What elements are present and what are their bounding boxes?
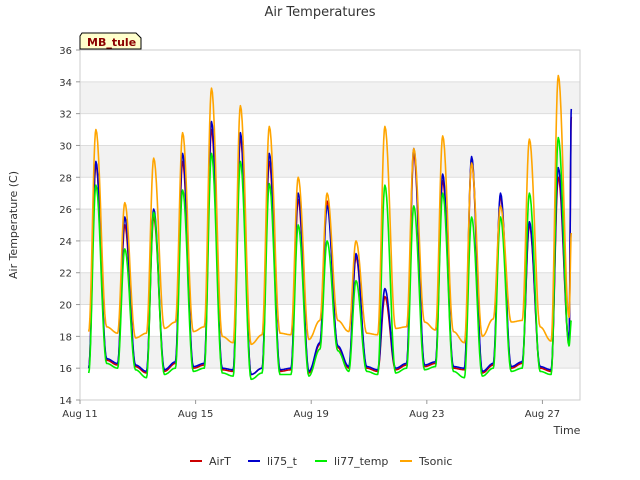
x-tick-label: Aug 11 [62, 409, 97, 420]
legend-label: Tsonic [418, 455, 452, 468]
chart-title: Air Temperatures [264, 5, 375, 20]
legend-label: AirT [209, 455, 231, 468]
site-label-background [79, 32, 142, 50]
y-tick-label: 18 [59, 332, 72, 343]
x-tick-label: Aug 15 [178, 409, 213, 420]
x-tick-label: Aug 19 [293, 409, 328, 420]
background-band [80, 336, 580, 369]
x-tick-label: Aug 23 [409, 409, 444, 420]
background-band [80, 177, 580, 210]
y-tick-label: 24 [59, 237, 72, 248]
background-band [80, 368, 580, 400]
series-line-tsonic [87, 74, 573, 346]
legend-label: li77_temp [334, 455, 388, 468]
background-band [80, 304, 580, 337]
x-axis-label: Time [553, 424, 581, 437]
plot-frame [79, 49, 581, 401]
y-tick-label: 26 [59, 205, 72, 216]
series-line-li77-temp [87, 136, 573, 381]
legend: AirT li75_t li77_temp Tsonic [190, 455, 452, 468]
series-lines [87, 74, 573, 381]
y-tick-label: 34 [59, 78, 72, 89]
y-tick-label: 36 [59, 46, 72, 57]
legend-label: li75_t [267, 455, 298, 468]
y-tick-labels: 14 16 18 20 22 24 26 28 30 32 34 36 [59, 46, 80, 407]
y-axis-label: Air Temperature (C) [7, 171, 20, 279]
background-band [80, 50, 580, 82]
y-tick-label: 20 [59, 301, 72, 312]
x-tick-labels: Aug 11 Aug 15 Aug 19 Aug 23 Aug 27 [62, 400, 560, 420]
background-band [80, 145, 580, 178]
y-tick-label: 22 [59, 269, 72, 280]
background-band [80, 81, 580, 114]
y-tick-label: 16 [59, 364, 72, 375]
site-label-box: MB_tule [79, 32, 142, 50]
site-label-text: MB_tule [87, 36, 136, 49]
y-tick-label: 14 [59, 396, 72, 407]
y-tick-label: 32 [59, 110, 72, 121]
y-tick-label: 30 [59, 141, 72, 152]
y-tick-label: 28 [59, 173, 72, 184]
background-band [80, 113, 580, 146]
x-tick-label: Aug 27 [525, 409, 560, 420]
